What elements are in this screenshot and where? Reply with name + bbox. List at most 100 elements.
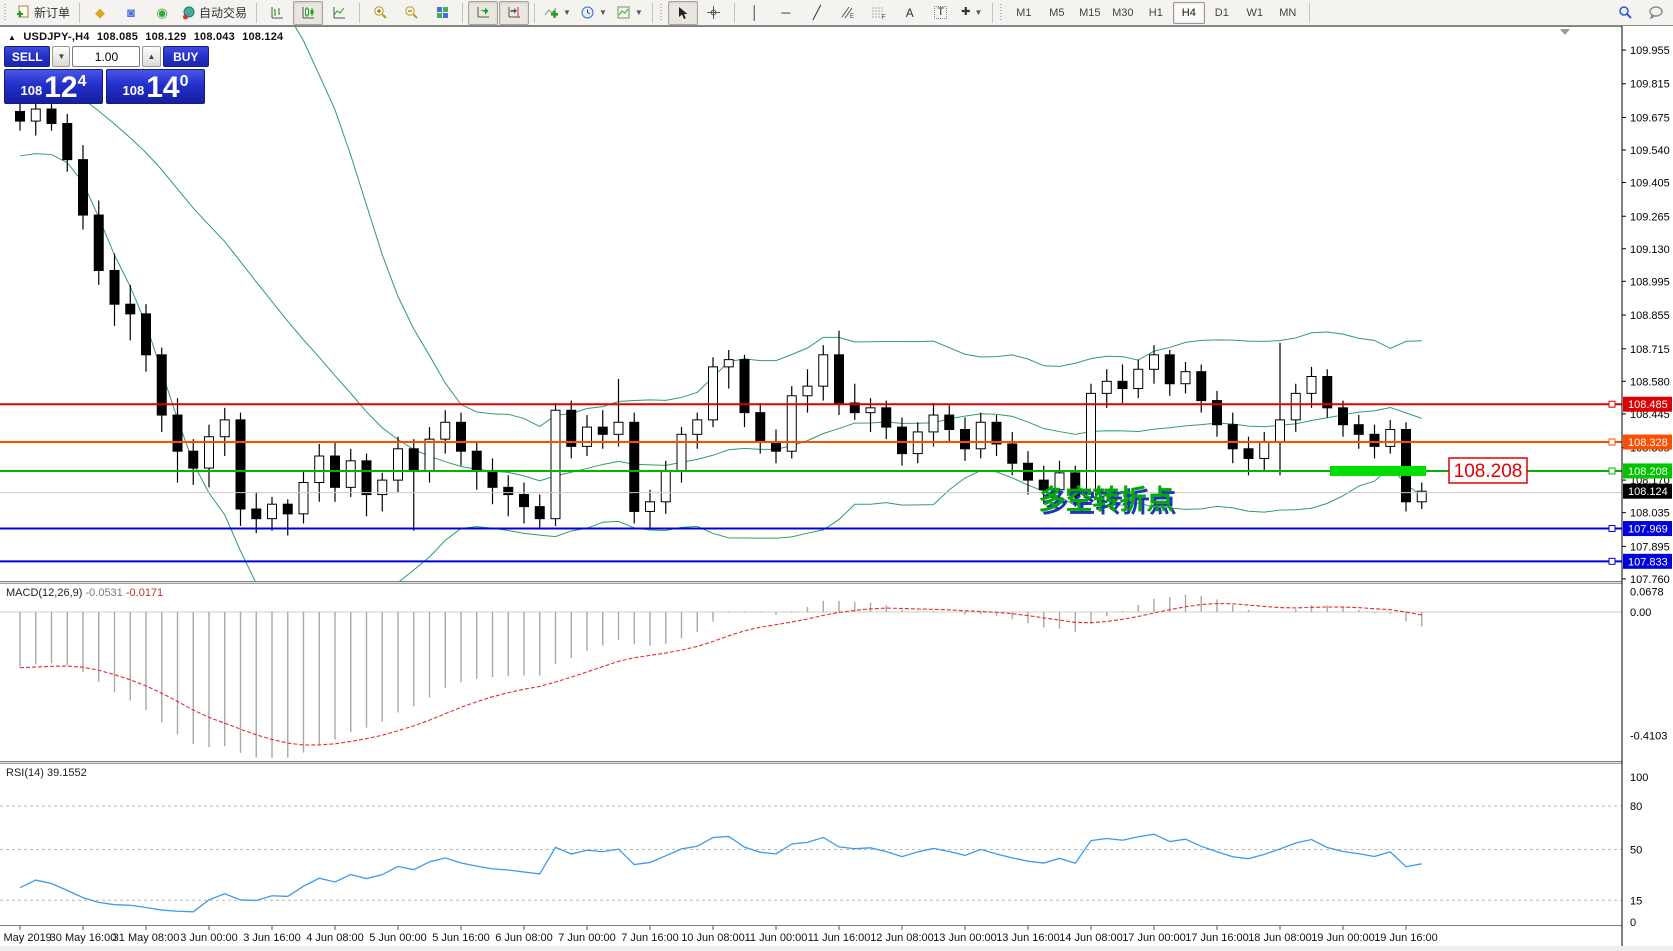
toolbar-separator [256, 2, 258, 23]
metaeditor-button[interactable]: ◆ [85, 1, 115, 25]
search-icon [1618, 6, 1632, 19]
candle-bull [1259, 441, 1270, 459]
tf-button-H1[interactable]: H1 [1148, 6, 1163, 19]
zoom-in-button[interactable] [365, 1, 395, 25]
zoom-out-button[interactable] [396, 1, 426, 25]
macd-label: MACD(12,26,9) -0.0531 -0.0171 [6, 587, 163, 599]
candle-bear [1212, 400, 1222, 426]
toolbar-separator [359, 2, 361, 23]
bar-chart-button[interactable] [262, 1, 292, 25]
vertical-line-button[interactable]: │ [740, 1, 770, 25]
svg-text:F: F [882, 15, 886, 20]
volume-down-button[interactable]: ▼ [52, 46, 71, 67]
toolbar-grip[interactable] [999, 3, 1005, 22]
tile-windows-icon [436, 7, 448, 18]
candle-bear [834, 354, 844, 404]
candle-bear [408, 448, 419, 471]
chevron-down-icon: ▼ [974, 8, 983, 17]
candle-bull [708, 366, 718, 421]
hline-anchor[interactable] [1608, 438, 1616, 446]
search-button[interactable] [1610, 1, 1640, 25]
tf-button-W1[interactable]: W1 [1246, 6, 1264, 19]
candle-bear [1038, 479, 1049, 491]
candle-bull [440, 421, 451, 440]
time-tick-label: 19 Jun 16:00 [1374, 932, 1438, 944]
line-chart-button[interactable] [324, 1, 354, 25]
candle-bear [1322, 376, 1333, 409]
volume-up-button[interactable]: ▲ [142, 46, 161, 67]
auto-scroll-icon [477, 7, 489, 18]
hline-anchor[interactable] [1608, 467, 1616, 475]
new-order-button[interactable]: 新订单 [12, 1, 74, 25]
signals-button[interactable]: ◉ [147, 1, 177, 25]
indicators-button[interactable]: ▼ [540, 1, 575, 25]
volume-input[interactable] [72, 46, 141, 67]
tile-windows-button[interactable] [427, 1, 457, 25]
time-tick-label: 3 Jun 00:00 [180, 932, 238, 944]
auto-scroll-button[interactable] [468, 0, 499, 25]
candle-bull [928, 414, 939, 433]
cursor-button[interactable] [667, 0, 698, 25]
text-label-button[interactable]: T [926, 1, 956, 25]
toolbar-grip[interactable] [4, 3, 9, 22]
tf-button-M5[interactable]: M5 [1049, 6, 1065, 19]
scroll-marker-icon[interactable] [1560, 29, 1570, 35]
chat-button[interactable] [1641, 1, 1671, 25]
templates-button[interactable]: ▼ [612, 1, 647, 25]
price-axis[interactable]: 109.955 109.815 109.675 109.540 109.405 109.2… [1622, 45, 1672, 929]
candle-bear [519, 494, 529, 508]
trendline-button[interactable]: ╱ [802, 1, 832, 25]
bollinger-lower-band [19, 153, 1423, 581]
horizontal-line-button[interactable]: ─ [771, 1, 801, 25]
market-button[interactable]: ◙ [116, 1, 146, 25]
candle-bull [345, 460, 356, 488]
rsi-label: RSI(14) 39.1552 [6, 767, 87, 779]
time-tick-label: 12 Jun 08:00 [870, 932, 934, 944]
candle-bear [534, 506, 545, 520]
buy-button[interactable]: BUY [162, 46, 209, 67]
tf-button-H4[interactable]: H4 [1172, 1, 1205, 24]
annotation-text[interactable]: 多空转折点 [1039, 484, 1174, 515]
time-tick-label: 7 Jun 16:00 [621, 932, 679, 944]
toolbar-grip[interactable] [659, 3, 665, 22]
hline-anchor[interactable] [1608, 525, 1616, 533]
timeframe-group: M1 M5 M15 M30 H1 H4 D1 W1 MN [1008, 1, 1304, 24]
tf-button-M1[interactable]: M1 [1016, 6, 1032, 19]
rsi-axis-label: 100 [1630, 772, 1648, 784]
indicators-icon [544, 7, 559, 18]
tf-button-M30[interactable]: M30 [1112, 6, 1134, 19]
candle-bear [1353, 424, 1364, 435]
text-button[interactable]: A [895, 1, 925, 25]
fibonacci-button[interactable]: F [864, 1, 894, 25]
svg-text:E: E [850, 14, 854, 20]
price-badge-text: 108.208 [1628, 466, 1668, 478]
sell-price-button[interactable]: 108 12 4 [4, 69, 103, 104]
chart-shift-button[interactable] [499, 0, 530, 25]
tf-button-MN[interactable]: MN [1279, 6, 1297, 19]
highlight-segment[interactable] [1330, 465, 1426, 476]
crosshair-button[interactable] [699, 1, 729, 25]
sell-button[interactable]: SELL [4, 46, 51, 67]
price-tick-label: 109.130 [1630, 244, 1670, 256]
candle-bear [172, 414, 183, 452]
tf-button-D1[interactable]: D1 [1214, 6, 1229, 19]
collapse-triangle-icon[interactable]: ▲ [8, 33, 17, 42]
buy-price-button[interactable]: 108 14 0 [106, 69, 205, 104]
channel-button[interactable]: E [833, 1, 863, 25]
autotrading-button[interactable]: 自动交易 [178, 1, 251, 25]
ohlc-open: 108.085 [96, 31, 139, 43]
crosshair-icon [707, 6, 721, 19]
price-label-box[interactable] [1448, 457, 1528, 484]
hline-anchor[interactable] [1608, 400, 1616, 408]
hline-anchor[interactable] [1608, 557, 1616, 565]
periods-button[interactable]: ▼ [576, 1, 611, 25]
tf-button-M15[interactable]: M15 [1079, 6, 1101, 19]
candle-bull [1133, 368, 1144, 390]
time-tick-label: 6 Jun 08:00 [495, 932, 553, 944]
rsi-line [19, 833, 1422, 913]
price-badge [1623, 521, 1672, 537]
arrows-button[interactable]: ✚ ▼ [957, 1, 987, 25]
candlestick-chart-button[interactable] [293, 0, 324, 25]
